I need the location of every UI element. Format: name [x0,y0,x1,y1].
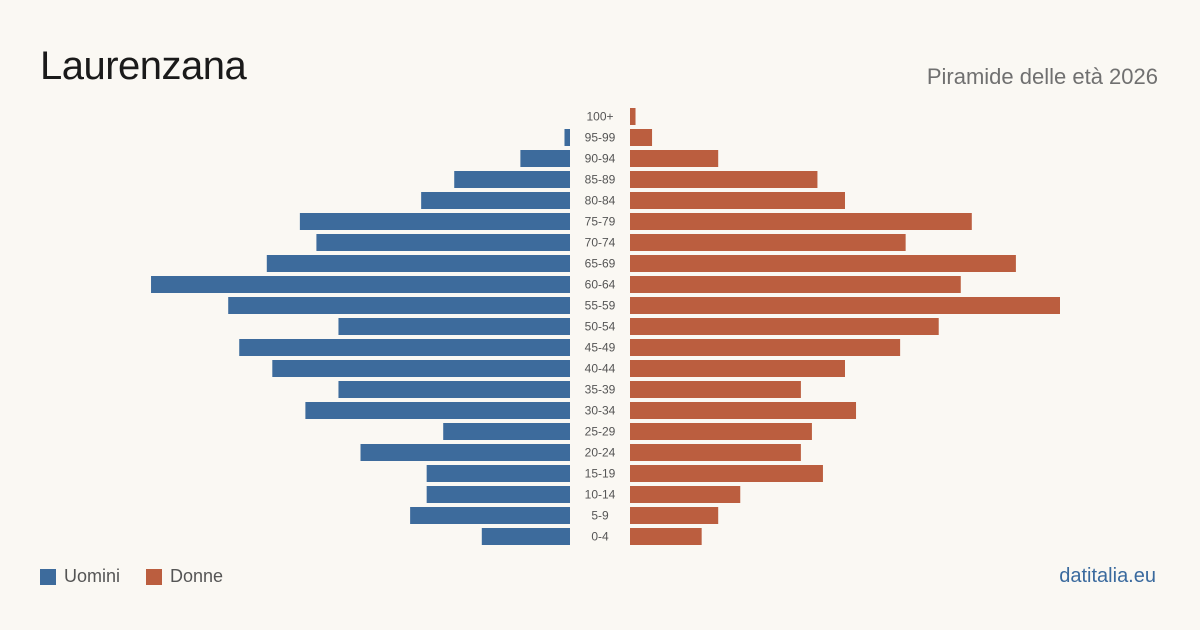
bar-men-95-99 [564,129,570,146]
legend-label-men: Uomini [64,566,121,586]
age-label-40-44: 40-44 [585,362,616,376]
bar-women-45-49 [630,339,901,356]
legend-label-women: Donne [170,566,224,586]
age-label-100+: 100+ [586,110,613,124]
bar-women-100+ [630,108,636,125]
bar-men-40-44 [272,360,570,377]
age-label-10-14: 10-14 [585,488,616,502]
age-label-60-64: 60-64 [585,278,616,292]
age-label-5-9: 5-9 [591,509,609,523]
bar-men-90-94 [520,150,570,167]
bar-men-10-14 [426,486,570,503]
bar-men-15-19 [426,465,570,482]
bar-women-40-44 [630,360,845,377]
legend-swatch-men [40,568,56,585]
bar-women-90-94 [630,150,719,167]
age-label-30-34: 30-34 [585,404,616,418]
bar-women-25-29 [630,423,812,440]
bar-men-0-4 [481,528,570,545]
bar-women-80-84 [630,192,845,209]
bar-men-25-29 [443,423,570,440]
bar-women-30-34 [630,402,857,419]
age-label-45-49: 45-49 [585,341,616,355]
bar-men-70-74 [316,234,570,251]
age-label-20-24: 20-24 [585,446,616,460]
age-label-50-54: 50-54 [585,320,616,334]
bar-women-15-19 [630,465,823,482]
age-label-65-69: 65-69 [585,257,616,271]
brand-link[interactable]: datitalia.eu [1059,565,1156,587]
bar-men-60-64 [151,276,570,293]
age-label-95-99: 95-99 [585,131,616,145]
bar-men-50-54 [338,318,570,335]
bar-women-20-24 [630,444,801,461]
bar-women-10-14 [630,486,741,503]
bar-men-20-24 [360,444,570,461]
bar-women-60-64 [630,276,961,293]
age-label-55-59: 55-59 [585,299,616,313]
bar-men-55-59 [228,297,570,314]
bar-men-75-79 [299,213,570,230]
bar-men-5-9 [410,507,570,524]
age-label-85-89: 85-89 [585,173,616,187]
page-title: Laurenzana [40,44,247,88]
age-label-80-84: 80-84 [585,194,616,208]
chart-legend: Uomini Donne [40,566,249,587]
age-label-75-79: 75-79 [585,215,616,229]
legend-item-women: Donne [146,566,223,587]
population-pyramid-chart: 100+ 95-99 90-94 85-89 80-84 75-79 70-74 65-69 6… [151,108,1060,545]
age-label-15-19: 15-19 [585,467,616,481]
bar-men-80-84 [421,192,570,209]
bar-men-85-89 [454,171,570,188]
age-label-35-39: 35-39 [585,383,616,397]
bar-men-45-49 [239,339,570,356]
bar-women-85-89 [630,171,818,188]
bar-women-5-9 [630,507,719,524]
bar-women-50-54 [630,318,939,335]
bar-men-30-34 [305,402,570,419]
bar-women-95-99 [630,129,653,146]
bar-men-35-39 [338,381,570,398]
bar-women-35-39 [630,381,801,398]
bar-women-75-79 [630,213,972,230]
bar-men-65-69 [266,255,570,272]
bar-women-0-4 [630,528,702,545]
legend-swatch-women [146,568,163,585]
legend-item-men: Uomini [40,566,120,587]
age-label-90-94: 90-94 [585,152,616,166]
bar-women-55-59 [630,297,1060,314]
chart-subtitle: Piramide delle età 2026 [926,64,1158,89]
age-label-0-4: 0-4 [591,530,609,544]
bar-women-70-74 [630,234,906,251]
age-label-70-74: 70-74 [585,236,616,250]
bar-women-65-69 [630,255,1016,272]
age-label-25-29: 25-29 [585,425,616,439]
